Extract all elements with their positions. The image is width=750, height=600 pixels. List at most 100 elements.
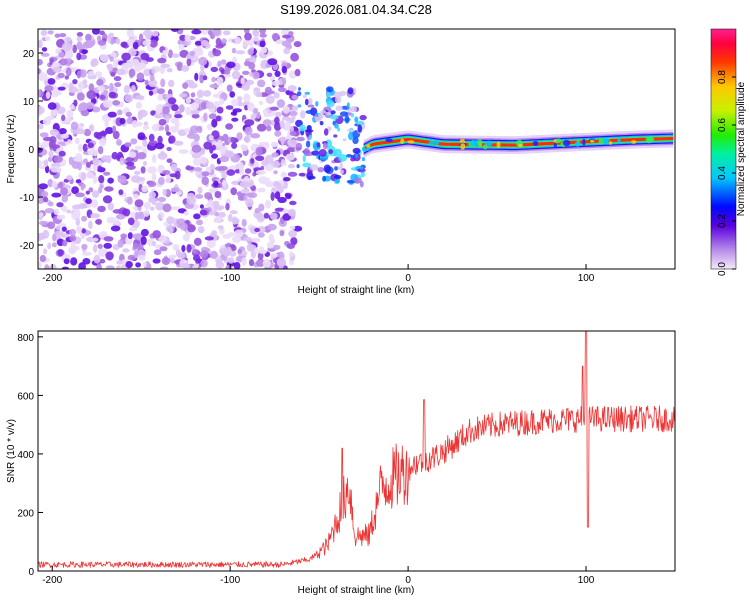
spectrogram-ridge-node (400, 138, 405, 144)
spectrogram-noise-cell (65, 67, 72, 77)
spectrogram-noise-cell (170, 163, 178, 171)
spectrogram-x-tick-label: 100 (578, 273, 595, 284)
spectrogram-noise-cell (89, 124, 95, 132)
spectrogram-transition-blob (317, 167, 325, 173)
spectrogram-noise-cell (47, 30, 54, 35)
spectrogram-noise-cell (199, 29, 209, 35)
spectrogram-noise-cell (85, 161, 91, 168)
spectrogram-transition-blob (305, 98, 309, 106)
spectrogram-noise-cell (128, 48, 137, 57)
spectrogram-noise-cell (168, 79, 175, 88)
spectrogram-noise-cell (115, 38, 121, 45)
spectrogram-noise-cell (270, 212, 278, 221)
spectrogram-transition-blob (307, 104, 315, 108)
spectrogram-noise-cell (191, 29, 202, 35)
colorbar-tick-label: 0.6 (717, 118, 728, 132)
spectrogram-noise-cell (248, 259, 255, 267)
spectrogram-noise-cell (134, 170, 141, 175)
spectrogram-noise-cell (97, 243, 103, 249)
spectrogram-noise-cell (103, 242, 112, 249)
spectrogram-noise-cell (254, 247, 259, 254)
spectrogram-noise-cell (61, 226, 67, 232)
spectrogram-noise-cell (175, 249, 181, 257)
spectrogram-noise-cell (90, 59, 97, 67)
spectrogram-ridge-node (361, 146, 366, 152)
spectrogram-noise-cell (88, 70, 95, 77)
spectrogram-noise-cell (282, 34, 291, 39)
spectrogram-noise-cell (138, 33, 144, 43)
spectrogram-noise-cell (42, 229, 50, 239)
spectrogram-noise-cell (266, 72, 273, 78)
spectrogram-noise-cell (162, 49, 170, 55)
spectrogram-noise-cell (72, 79, 78, 85)
colorbar-label: Normalized spectral amplitude (736, 81, 747, 216)
spectrogram-noise-cell (185, 166, 195, 171)
spectrogram-noise-cell (291, 105, 299, 111)
spectrogram-noise-cell (166, 146, 172, 152)
spectrogram-noise-cell (247, 192, 258, 199)
spectrogram-noise-cell (264, 141, 270, 150)
spectrogram-noise-cell (255, 169, 266, 175)
spectrogram-y-tick-label: -10 (20, 193, 35, 204)
colorbar: 0.0 0.2 0.4 0.6 0.8 Normalized spectral ampl… (710, 28, 747, 276)
spectrogram-noise-cell (102, 99, 113, 108)
spectrogram-noise-cell (62, 205, 68, 213)
spectrogram-noise-cell (77, 162, 82, 171)
spectrogram-noise-cell (47, 178, 54, 188)
spectrogram-noise-cell (206, 239, 216, 249)
spectrogram-ridge-node (556, 138, 562, 144)
spectrogram-noise-cell (232, 56, 238, 64)
spectrogram-noise-cell (110, 72, 116, 77)
spectrogram-noise-cell (128, 227, 138, 232)
spectrogram-ridge-node (609, 141, 613, 145)
spectrogram-noise-cell (47, 221, 56, 230)
spectrogram-noise-cell (273, 182, 282, 188)
spectrogram-noise-cell (258, 176, 268, 185)
spectrogram-noise-cell (151, 68, 156, 75)
spectrogram-noise-cell (125, 261, 133, 269)
spectrogram-noise-cell (124, 94, 134, 103)
spectrogram-y-label: Frequency (Hz) (6, 115, 17, 184)
spectrogram-transition-blob (308, 134, 312, 140)
spectrogram-noise-cell (193, 49, 201, 57)
spectrogram-noise-cell (44, 36, 51, 42)
spectrogram-noise-cell (55, 90, 62, 96)
spectrogram-noise-cell (78, 81, 85, 89)
spectrogram-noise-cell (117, 239, 124, 248)
spectrogram-noise-cell (84, 39, 94, 49)
spectrogram-noise-cell (194, 40, 203, 46)
spectrogram-transition-blob (347, 87, 354, 95)
spectrogram-noise-cell (250, 133, 260, 139)
spectrogram-noise-cell (178, 43, 185, 51)
spectrogram-noise-cell (203, 141, 213, 150)
spectrogram-noise-cell (57, 249, 64, 257)
spectrogram-noise-cell (44, 85, 54, 92)
spectrogram-noise-cell (217, 225, 224, 230)
spectrogram-noise-cell (108, 91, 116, 99)
spectrogram-noise-cell (119, 117, 126, 125)
spectrogram-noise-cell (281, 158, 285, 164)
spectrogram-noise-cell (81, 243, 88, 250)
spectrogram-noise-cell (197, 89, 204, 99)
spectrogram-noise-cell (203, 112, 208, 122)
spectrogram-noise-cell (130, 211, 136, 219)
spectrogram-noise-cell (59, 128, 67, 135)
spectrogram-noise-cell (186, 196, 197, 205)
spectrogram-transition-blob (316, 142, 321, 148)
spectrogram-noise-cell (112, 125, 117, 133)
spectrogram-noise-cell (45, 91, 51, 99)
spectrogram-transition-blob (339, 111, 349, 117)
spectrogram-noise-cell (216, 106, 224, 114)
spectrogram-noise-cell (217, 60, 222, 67)
spectrogram-noise-cell (121, 52, 131, 61)
spectrogram-noise-cell (102, 195, 113, 204)
spectrogram-ridge-node (574, 141, 581, 147)
spectrogram-noise-cell (247, 48, 254, 56)
spectrogram-noise-cell (79, 69, 87, 78)
spectrogram-noise-cell (97, 40, 107, 46)
spectrogram-noise-cell (47, 242, 52, 250)
spectrogram-noise-cell (267, 223, 277, 231)
spectrogram-noise-cell (40, 52, 50, 57)
spectrogram-ridge-node (631, 140, 637, 144)
spectrogram-noise-cell (154, 142, 165, 150)
